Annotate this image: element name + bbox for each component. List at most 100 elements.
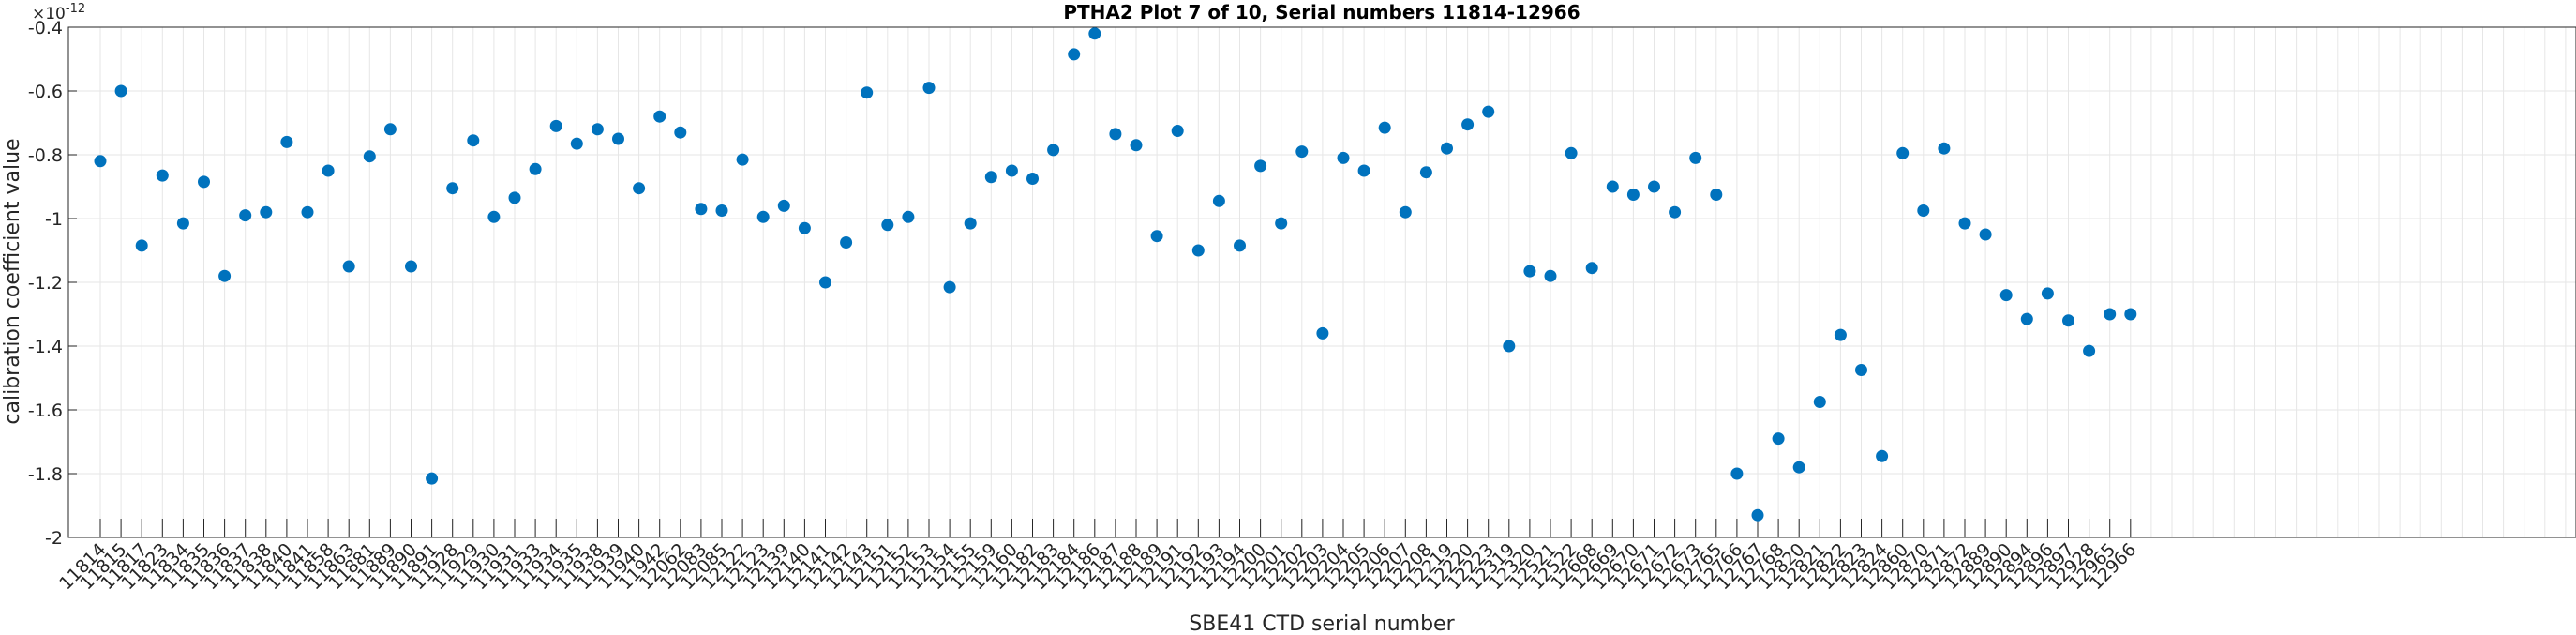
data-point bbox=[1544, 269, 1557, 282]
x-tick-labels: 1181411815118171182311834118351183611837… bbox=[55, 539, 2140, 594]
data-point bbox=[1234, 239, 1246, 252]
data-point bbox=[2062, 314, 2074, 327]
data-point bbox=[1461, 118, 1475, 131]
data-point bbox=[239, 209, 252, 222]
data-point bbox=[1523, 265, 1536, 278]
data-point bbox=[612, 132, 624, 145]
data-point bbox=[715, 204, 728, 217]
data-point bbox=[1565, 146, 1578, 159]
y-tick-label: -1.2 bbox=[28, 273, 63, 294]
data-point bbox=[1669, 205, 1682, 219]
data-point bbox=[1606, 180, 1619, 193]
data-point bbox=[426, 472, 439, 485]
data-point bbox=[549, 119, 562, 132]
data-point bbox=[1792, 461, 1805, 474]
data-point bbox=[756, 210, 770, 223]
data-point bbox=[1047, 144, 1060, 157]
data-point bbox=[1979, 228, 1992, 241]
data-point bbox=[1813, 396, 1826, 408]
data-point bbox=[1275, 217, 1288, 230]
data-point bbox=[1876, 449, 1889, 462]
y-tick-labels: -2 -1.8 -1.6 -1.4 -1.2 -1 -0.8 -0.6 -0.4 bbox=[28, 18, 63, 549]
data-point bbox=[1958, 217, 1971, 230]
data-point bbox=[342, 260, 355, 273]
y-tick-label: -1.4 bbox=[28, 337, 63, 357]
data-point bbox=[1191, 244, 1205, 257]
data-point bbox=[695, 203, 708, 216]
data-point bbox=[840, 236, 853, 249]
data-point bbox=[176, 217, 189, 230]
data-point bbox=[1626, 189, 1640, 201]
data-point bbox=[405, 260, 417, 273]
data-point bbox=[1357, 164, 1370, 177]
data-point bbox=[1896, 146, 1910, 159]
data-point bbox=[1834, 328, 1847, 341]
data-point bbox=[902, 210, 915, 223]
data-point bbox=[260, 205, 273, 219]
data-point bbox=[2041, 287, 2054, 300]
data-point bbox=[2020, 312, 2033, 325]
y-tick-label: -0.6 bbox=[28, 82, 63, 102]
data-point bbox=[964, 217, 977, 230]
data-point bbox=[1005, 164, 1018, 177]
data-point bbox=[984, 171, 997, 184]
data-point bbox=[467, 134, 480, 147]
data-point bbox=[1751, 508, 1764, 522]
data-point bbox=[1378, 121, 1391, 134]
data-point bbox=[861, 86, 874, 99]
data-point bbox=[2124, 308, 2137, 321]
data-point bbox=[156, 169, 169, 182]
y-tick-label: -1 bbox=[45, 209, 63, 230]
data-point bbox=[1316, 326, 1329, 340]
data-point bbox=[2083, 344, 2096, 357]
y-tick-label: -1.6 bbox=[28, 401, 63, 421]
data-point bbox=[1938, 142, 1951, 155]
data-point bbox=[1730, 467, 1744, 480]
data-point bbox=[2104, 308, 2117, 321]
data-point bbox=[446, 182, 459, 195]
data-point bbox=[1772, 432, 1785, 446]
data-point bbox=[674, 126, 687, 139]
data-point bbox=[1503, 340, 1516, 353]
data-point bbox=[1855, 364, 1867, 376]
data-point bbox=[1585, 262, 1598, 275]
data-point bbox=[1710, 189, 1723, 201]
data-point bbox=[1254, 159, 1267, 173]
data-point bbox=[1917, 204, 1930, 217]
data-point bbox=[280, 135, 293, 148]
data-point bbox=[1337, 151, 1350, 164]
data-point bbox=[114, 84, 127, 98]
data-point bbox=[508, 191, 521, 204]
data-point bbox=[819, 276, 831, 289]
y-tick-label: -1.8 bbox=[28, 464, 63, 485]
data-point bbox=[1419, 166, 1432, 179]
data-point bbox=[798, 221, 811, 234]
data-point bbox=[198, 175, 210, 189]
data-point bbox=[1068, 48, 1081, 61]
data-point bbox=[1212, 194, 1225, 207]
data-point bbox=[1441, 142, 1453, 155]
data-point bbox=[1109, 128, 1122, 141]
y-tick-label: -0.4 bbox=[28, 18, 63, 38]
data-points bbox=[94, 27, 2137, 522]
data-point bbox=[943, 280, 956, 294]
data-point bbox=[1648, 180, 1660, 193]
data-point bbox=[135, 239, 148, 252]
data-point bbox=[1482, 105, 1495, 118]
data-point bbox=[922, 82, 936, 95]
data-point bbox=[383, 123, 397, 136]
data-point bbox=[322, 164, 335, 177]
y-exponent-base: ×10 bbox=[32, 5, 66, 23]
data-point bbox=[1171, 125, 1184, 137]
data-point bbox=[218, 269, 232, 282]
data-point bbox=[777, 199, 790, 212]
data-point bbox=[881, 219, 894, 232]
y-tick-label: -0.8 bbox=[28, 145, 63, 166]
data-point bbox=[94, 155, 107, 168]
data-point bbox=[633, 182, 646, 195]
data-point bbox=[653, 110, 666, 123]
data-point bbox=[736, 153, 749, 166]
grid bbox=[68, 26, 2576, 538]
data-point bbox=[1295, 145, 1309, 159]
